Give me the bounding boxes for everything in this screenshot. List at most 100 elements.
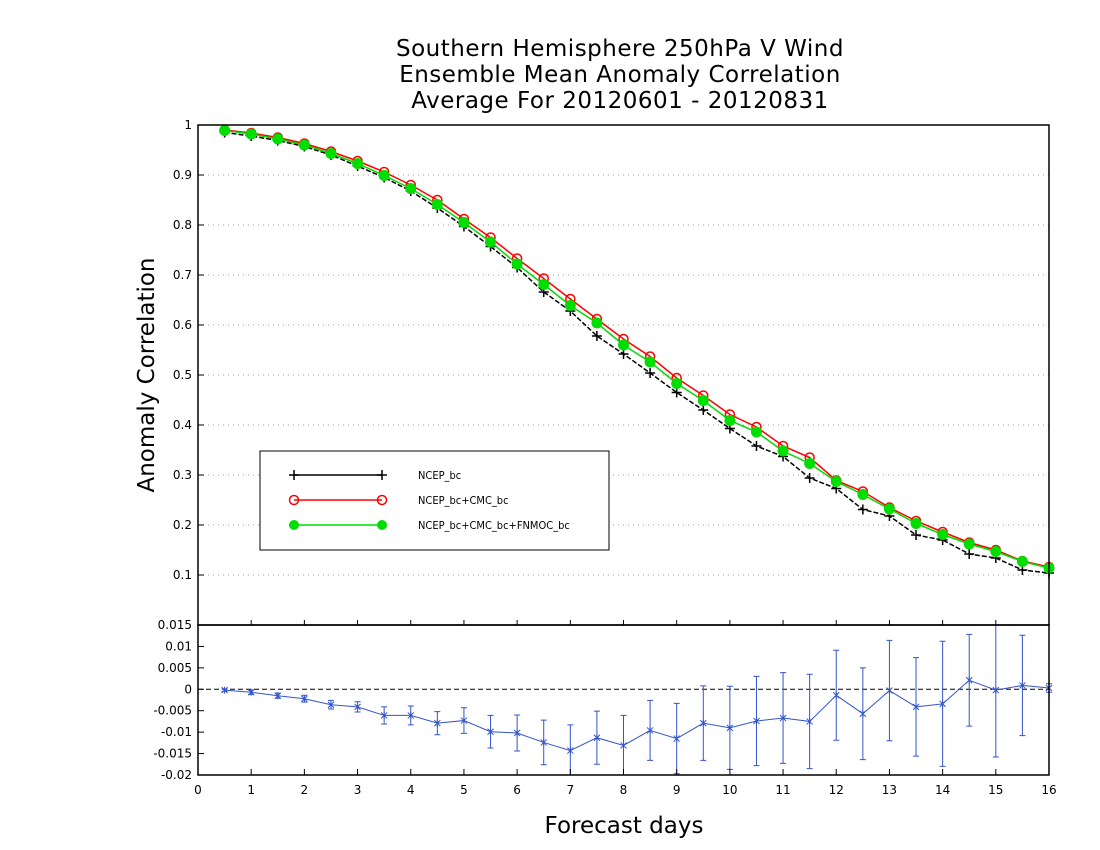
- data-point: [298, 139, 310, 151]
- data-point: [671, 378, 683, 389]
- lower-y-tick-label: -0.02: [161, 768, 192, 782]
- data-point: [751, 441, 762, 451]
- legend-marker: [377, 470, 387, 480]
- data-point: [990, 546, 1002, 557]
- data-point: [219, 125, 231, 136]
- data-point: [1016, 556, 1028, 567]
- difference-point: [726, 724, 734, 732]
- legend-marker: [377, 520, 387, 530]
- data-point: [352, 158, 364, 169]
- y-tick-label: 0.8: [173, 218, 192, 232]
- x-tick-label: 0: [194, 783, 202, 797]
- x-tick-label: 6: [513, 783, 521, 797]
- y-tick-label: 0.2: [173, 518, 192, 532]
- x-tick-label: 2: [301, 783, 309, 797]
- legend-marker: [289, 470, 299, 480]
- difference-point: [992, 686, 1000, 694]
- difference-point: [460, 717, 468, 725]
- data-point: [883, 503, 895, 515]
- legend-label: NCEP_bc+CMC_bc: [418, 494, 509, 507]
- data-point: [618, 349, 629, 359]
- data-point: [963, 538, 975, 550]
- difference-point: [646, 726, 654, 734]
- difference-point: [832, 691, 840, 699]
- data-point: [724, 415, 736, 426]
- difference-point: [620, 741, 627, 749]
- y-tick-label: 0.9: [173, 168, 192, 182]
- y-axis-label: Anomaly Correlation: [134, 257, 160, 492]
- difference-point: [699, 719, 707, 727]
- difference-point: [540, 738, 548, 746]
- data-point: [538, 279, 550, 290]
- x-tick-label: 5: [460, 783, 468, 797]
- data-point: [964, 549, 975, 559]
- lower-y-tick-label: 0.01: [165, 639, 192, 653]
- difference-point: [566, 747, 574, 755]
- difference-point: [806, 717, 814, 725]
- data-point: [644, 356, 656, 368]
- data-point: [272, 133, 284, 145]
- title-line-3: Average For 20120601 - 20120831: [411, 88, 829, 114]
- lower-y-tick-label: -0.01: [161, 725, 192, 739]
- data-point: [405, 183, 417, 194]
- x-tick-label: 15: [988, 783, 1003, 797]
- lower-y-tick-label: -0.005: [153, 704, 192, 718]
- data-point: [830, 476, 842, 487]
- difference-point: [965, 676, 973, 684]
- x-tick-label: 7: [566, 783, 574, 797]
- title-line-2: Ensemble Mean Anomaly Correlation: [399, 62, 841, 88]
- legend-marker: [288, 494, 300, 506]
- y-tick-label: 0.3: [173, 468, 192, 482]
- difference-point: [407, 711, 415, 719]
- data-point: [645, 368, 656, 378]
- difference-point: [487, 728, 494, 736]
- data-point: [697, 395, 709, 406]
- difference-point: [221, 686, 228, 694]
- data-point: [910, 518, 922, 529]
- data-point: [325, 148, 337, 159]
- difference-point: [753, 717, 760, 725]
- lower-y-tick-label: -0.015: [153, 747, 192, 761]
- data-point: [591, 317, 603, 329]
- x-tick-label: 13: [882, 783, 897, 797]
- difference-point: [327, 701, 335, 709]
- legend-label: NCEP_bc+CMC_bc+FNMOC_bc: [418, 519, 570, 532]
- data-point: [777, 445, 789, 457]
- data-point: [458, 217, 470, 228]
- legend-marker: [289, 520, 299, 530]
- x-tick-label: 11: [775, 783, 790, 797]
- difference-point: [1019, 681, 1026, 689]
- data-point: [857, 504, 868, 515]
- data-point: [591, 331, 602, 341]
- difference-point: [247, 688, 255, 696]
- difference-point: [354, 703, 361, 711]
- title-line-1: Southern Hemisphere 250hPa V Wind: [396, 36, 844, 62]
- legend-marker: [376, 494, 388, 506]
- legend: NCEP_bc NCEP_bc+CMC_bc NCEP_bc+CMC_bc+FNMO…: [259, 450, 610, 551]
- difference-point: [673, 735, 681, 743]
- data-point: [245, 128, 257, 140]
- difference-point: [939, 700, 946, 708]
- data-point: [911, 530, 922, 540]
- series-line: [224, 131, 1050, 574]
- data-point: [804, 473, 815, 483]
- data-point: [378, 170, 390, 181]
- difference-point: [912, 703, 920, 711]
- data-point: [511, 258, 523, 270]
- difference-point: [433, 719, 441, 727]
- y-tick-label: 0.5: [173, 368, 192, 382]
- data-point: [618, 339, 629, 351]
- x-tick-label: 4: [407, 783, 415, 797]
- difference-point: [274, 692, 282, 700]
- data-point: [564, 300, 576, 311]
- data-point: [750, 426, 762, 438]
- x-tick-label: 14: [935, 783, 950, 797]
- data-point: [857, 489, 869, 500]
- data-point: [485, 236, 497, 248]
- x-tick-label: 8: [620, 783, 628, 797]
- difference-point: [593, 734, 601, 742]
- difference-point: [859, 710, 867, 718]
- difference-point: [380, 711, 388, 719]
- x-tick-label: 10: [722, 783, 737, 797]
- data-point: [698, 405, 709, 415]
